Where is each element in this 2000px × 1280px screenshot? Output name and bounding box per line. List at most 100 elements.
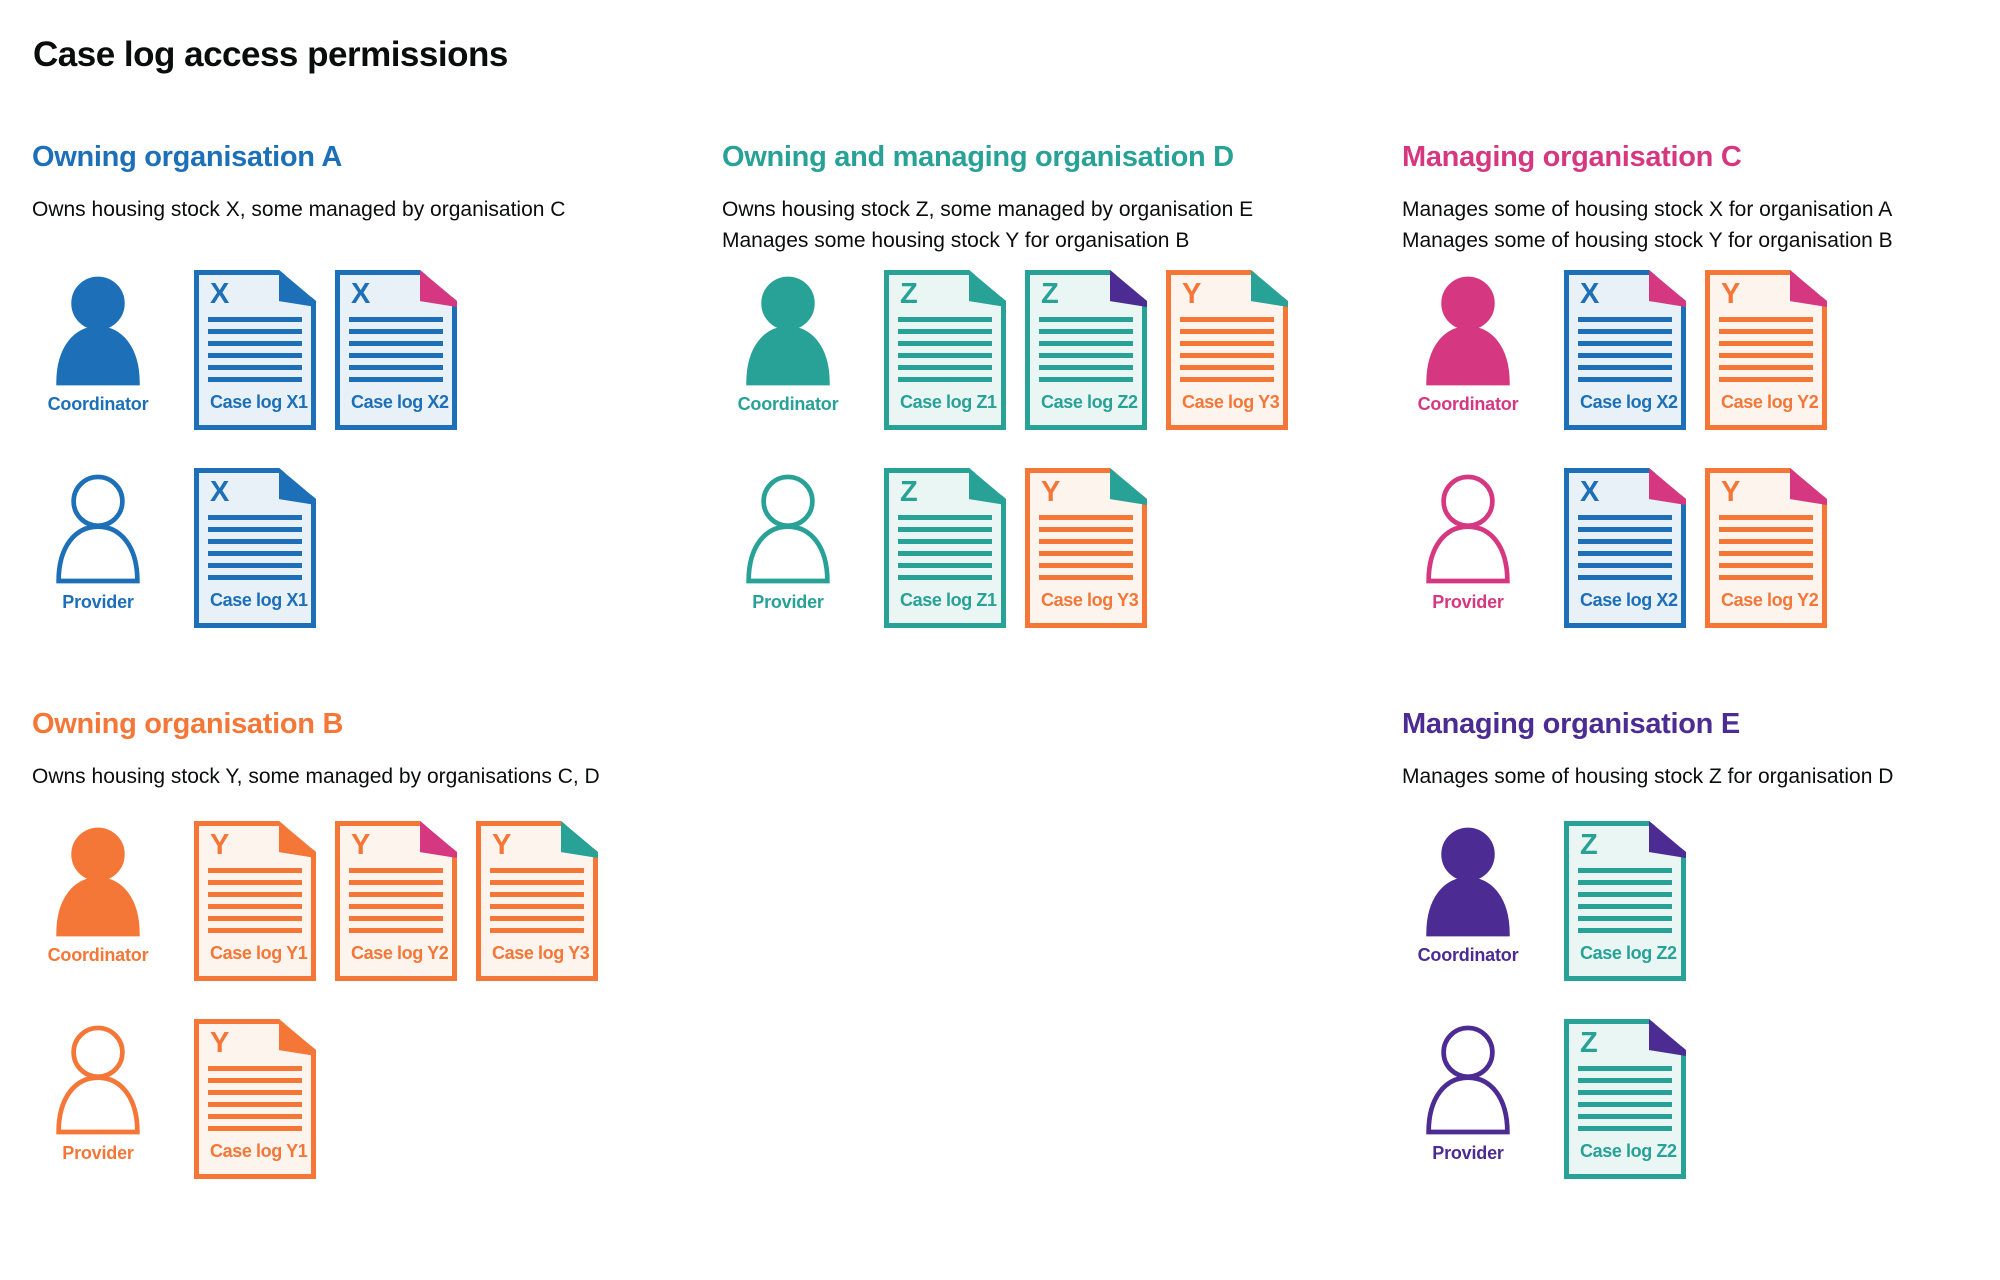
case-log-label: Case log X2: [1580, 392, 1678, 412]
doc-stock-letter: Y: [1721, 278, 1741, 310]
doc-text-line: [1578, 928, 1672, 933]
org-heading: Managing organisation E: [1402, 708, 1740, 740]
case-log-doc: Z Case log Z1: [884, 467, 1007, 628]
provider-person-icon: [1426, 474, 1510, 584]
coordinator-row: Coordinator Z Case log Z2: [1402, 820, 1992, 981]
doc-text-line: [208, 880, 302, 885]
org-subtitle: Owns housing stock Y, some managed by or…: [32, 761, 682, 821]
case-log-label: Case log Y2: [1721, 392, 1819, 412]
org-section-c: Managing organisation C Manages some of h…: [1402, 141, 1992, 628]
coordinator-person-icon: [56, 827, 140, 937]
doc-text-lines: [1578, 317, 1672, 382]
doc-text-line: [1578, 1090, 1672, 1095]
doc-text-line: [1578, 575, 1672, 580]
doc-text-line: [1719, 527, 1813, 532]
folded-corner-icon: [968, 467, 1007, 505]
folded-corner-icon: [1789, 467, 1828, 505]
provider-person-block: Provider: [1402, 1019, 1534, 1164]
doc-text-line: [208, 1090, 302, 1095]
doc-text-line: [349, 317, 443, 322]
doc-text-line: [1578, 539, 1672, 544]
case-log-doc: X Case log X1: [194, 467, 317, 628]
org-rows: Coordinator X Case log X1 X Case log X2 Provi…: [32, 269, 682, 628]
case-log-docs: Y Case log Y1 Y Case log Y2 Y Case log Y3: [194, 820, 599, 981]
coordinator-person-block: Coordinator: [32, 270, 164, 415]
case-log-doc: X Case log X1: [194, 269, 317, 430]
person-role-label: Provider: [1432, 592, 1504, 612]
doc-text-line: [898, 575, 992, 580]
doc-text-line: [1578, 515, 1672, 520]
case-log-docs: X Case log X1 X Case log X2: [194, 269, 458, 430]
org-section-a: Owning organisation A Owns housing stock …: [32, 141, 682, 628]
doc-text-line: [1180, 377, 1274, 382]
doc-stock-letter: Z: [900, 278, 918, 310]
doc-text-line: [208, 1114, 302, 1119]
coordinator-row: Coordinator X Case log X2 Y Case log Y2: [1402, 269, 1992, 430]
doc-text-line: [1578, 904, 1672, 909]
doc-text-line: [1578, 880, 1672, 885]
provider-person-icon: [56, 1025, 140, 1135]
case-log-docs: Z Case log Z2: [1564, 820, 1687, 981]
doc-text-line: [1578, 1078, 1672, 1083]
coordinator-person-icon: [1426, 276, 1510, 386]
case-log-doc: X Case log X2: [1564, 269, 1687, 430]
org-rows: Coordinator X Case log X2 Y Case log Y2 Provi…: [1402, 269, 1992, 628]
org-subtitle-line: Owns housing stock Y, some managed by or…: [32, 765, 600, 788]
org-rows: Coordinator Z Case log Z2 Provider Z Case log…: [1402, 820, 1992, 1179]
doc-text-line: [349, 880, 443, 885]
doc-text-lines: [898, 317, 992, 382]
doc-text-lines: [1039, 317, 1133, 382]
doc-text-line: [1039, 365, 1133, 370]
doc-text-line: [1719, 551, 1813, 556]
folded-corner-icon: [1648, 1018, 1687, 1056]
folded-corner-icon: [1109, 467, 1148, 505]
org-heading: Managing organisation C: [1402, 141, 1742, 173]
doc-text-line: [349, 377, 443, 382]
doc-text-line: [1039, 563, 1133, 568]
doc-text-line: [208, 329, 302, 334]
case-log-doc: Y Case log Y2: [335, 820, 458, 981]
doc-text-line: [208, 1078, 302, 1083]
doc-text-line: [349, 928, 443, 933]
doc-text-line: [1039, 353, 1133, 358]
org-subtitle-line: Manages some housing stock Y for organis…: [722, 229, 1190, 252]
doc-text-lines: [1039, 515, 1133, 580]
doc-text-line: [1578, 1066, 1672, 1071]
doc-text-line: [898, 353, 992, 358]
coordinator-person-block: Coordinator: [1402, 821, 1534, 966]
org-subtitle-line: Manages some of housing stock X for orga…: [1402, 198, 1893, 221]
folded-corner-icon: [560, 820, 599, 858]
folded-corner-icon: [278, 1018, 317, 1056]
doc-stock-letter: X: [1580, 476, 1600, 508]
case-log-label: Case log Y1: [210, 1141, 308, 1161]
org-section-d: Owning and managing organisation D Owns h…: [722, 141, 1372, 628]
provider-person-icon: [746, 474, 830, 584]
folded-corner-icon: [419, 269, 458, 307]
coordinator-row: Coordinator Y Case log Y1 Y Case log Y2 Y Case…: [32, 820, 682, 981]
case-log-docs: Z Case log Z2: [1564, 1018, 1687, 1179]
case-log-label: Case log Z2: [1580, 1141, 1677, 1161]
doc-text-line: [1180, 329, 1274, 334]
doc-text-line: [490, 904, 584, 909]
doc-text-lines: [349, 317, 443, 382]
doc-text-line: [1578, 892, 1672, 897]
doc-text-line: [1039, 341, 1133, 346]
provider-person-icon: [56, 474, 140, 584]
org-subtitle: Owns housing stock Z, some managed by or…: [722, 194, 1372, 270]
case-log-doc: X Case log X2: [1564, 467, 1687, 628]
doc-stock-letter: Y: [492, 829, 512, 861]
doc-text-lines: [208, 317, 302, 382]
doc-text-line: [208, 353, 302, 358]
provider-row: Provider Z Case log Z1 Y Case log Y3: [722, 467, 1372, 628]
doc-text-line: [1719, 377, 1813, 382]
case-log-label: Case log X1: [210, 392, 308, 412]
org-heading: Owning and managing organisation D: [722, 141, 1234, 173]
coordinator-person-icon: [56, 276, 140, 386]
doc-text-line: [208, 904, 302, 909]
case-log-doc: Y Case log Y1: [194, 820, 317, 981]
doc-text-line: [1578, 1114, 1672, 1119]
person-role-label: Coordinator: [47, 945, 149, 965]
case-log-doc: Y Case log Y3: [1166, 269, 1289, 430]
doc-text-line: [208, 1102, 302, 1107]
doc-stock-letter: Y: [1041, 476, 1061, 508]
